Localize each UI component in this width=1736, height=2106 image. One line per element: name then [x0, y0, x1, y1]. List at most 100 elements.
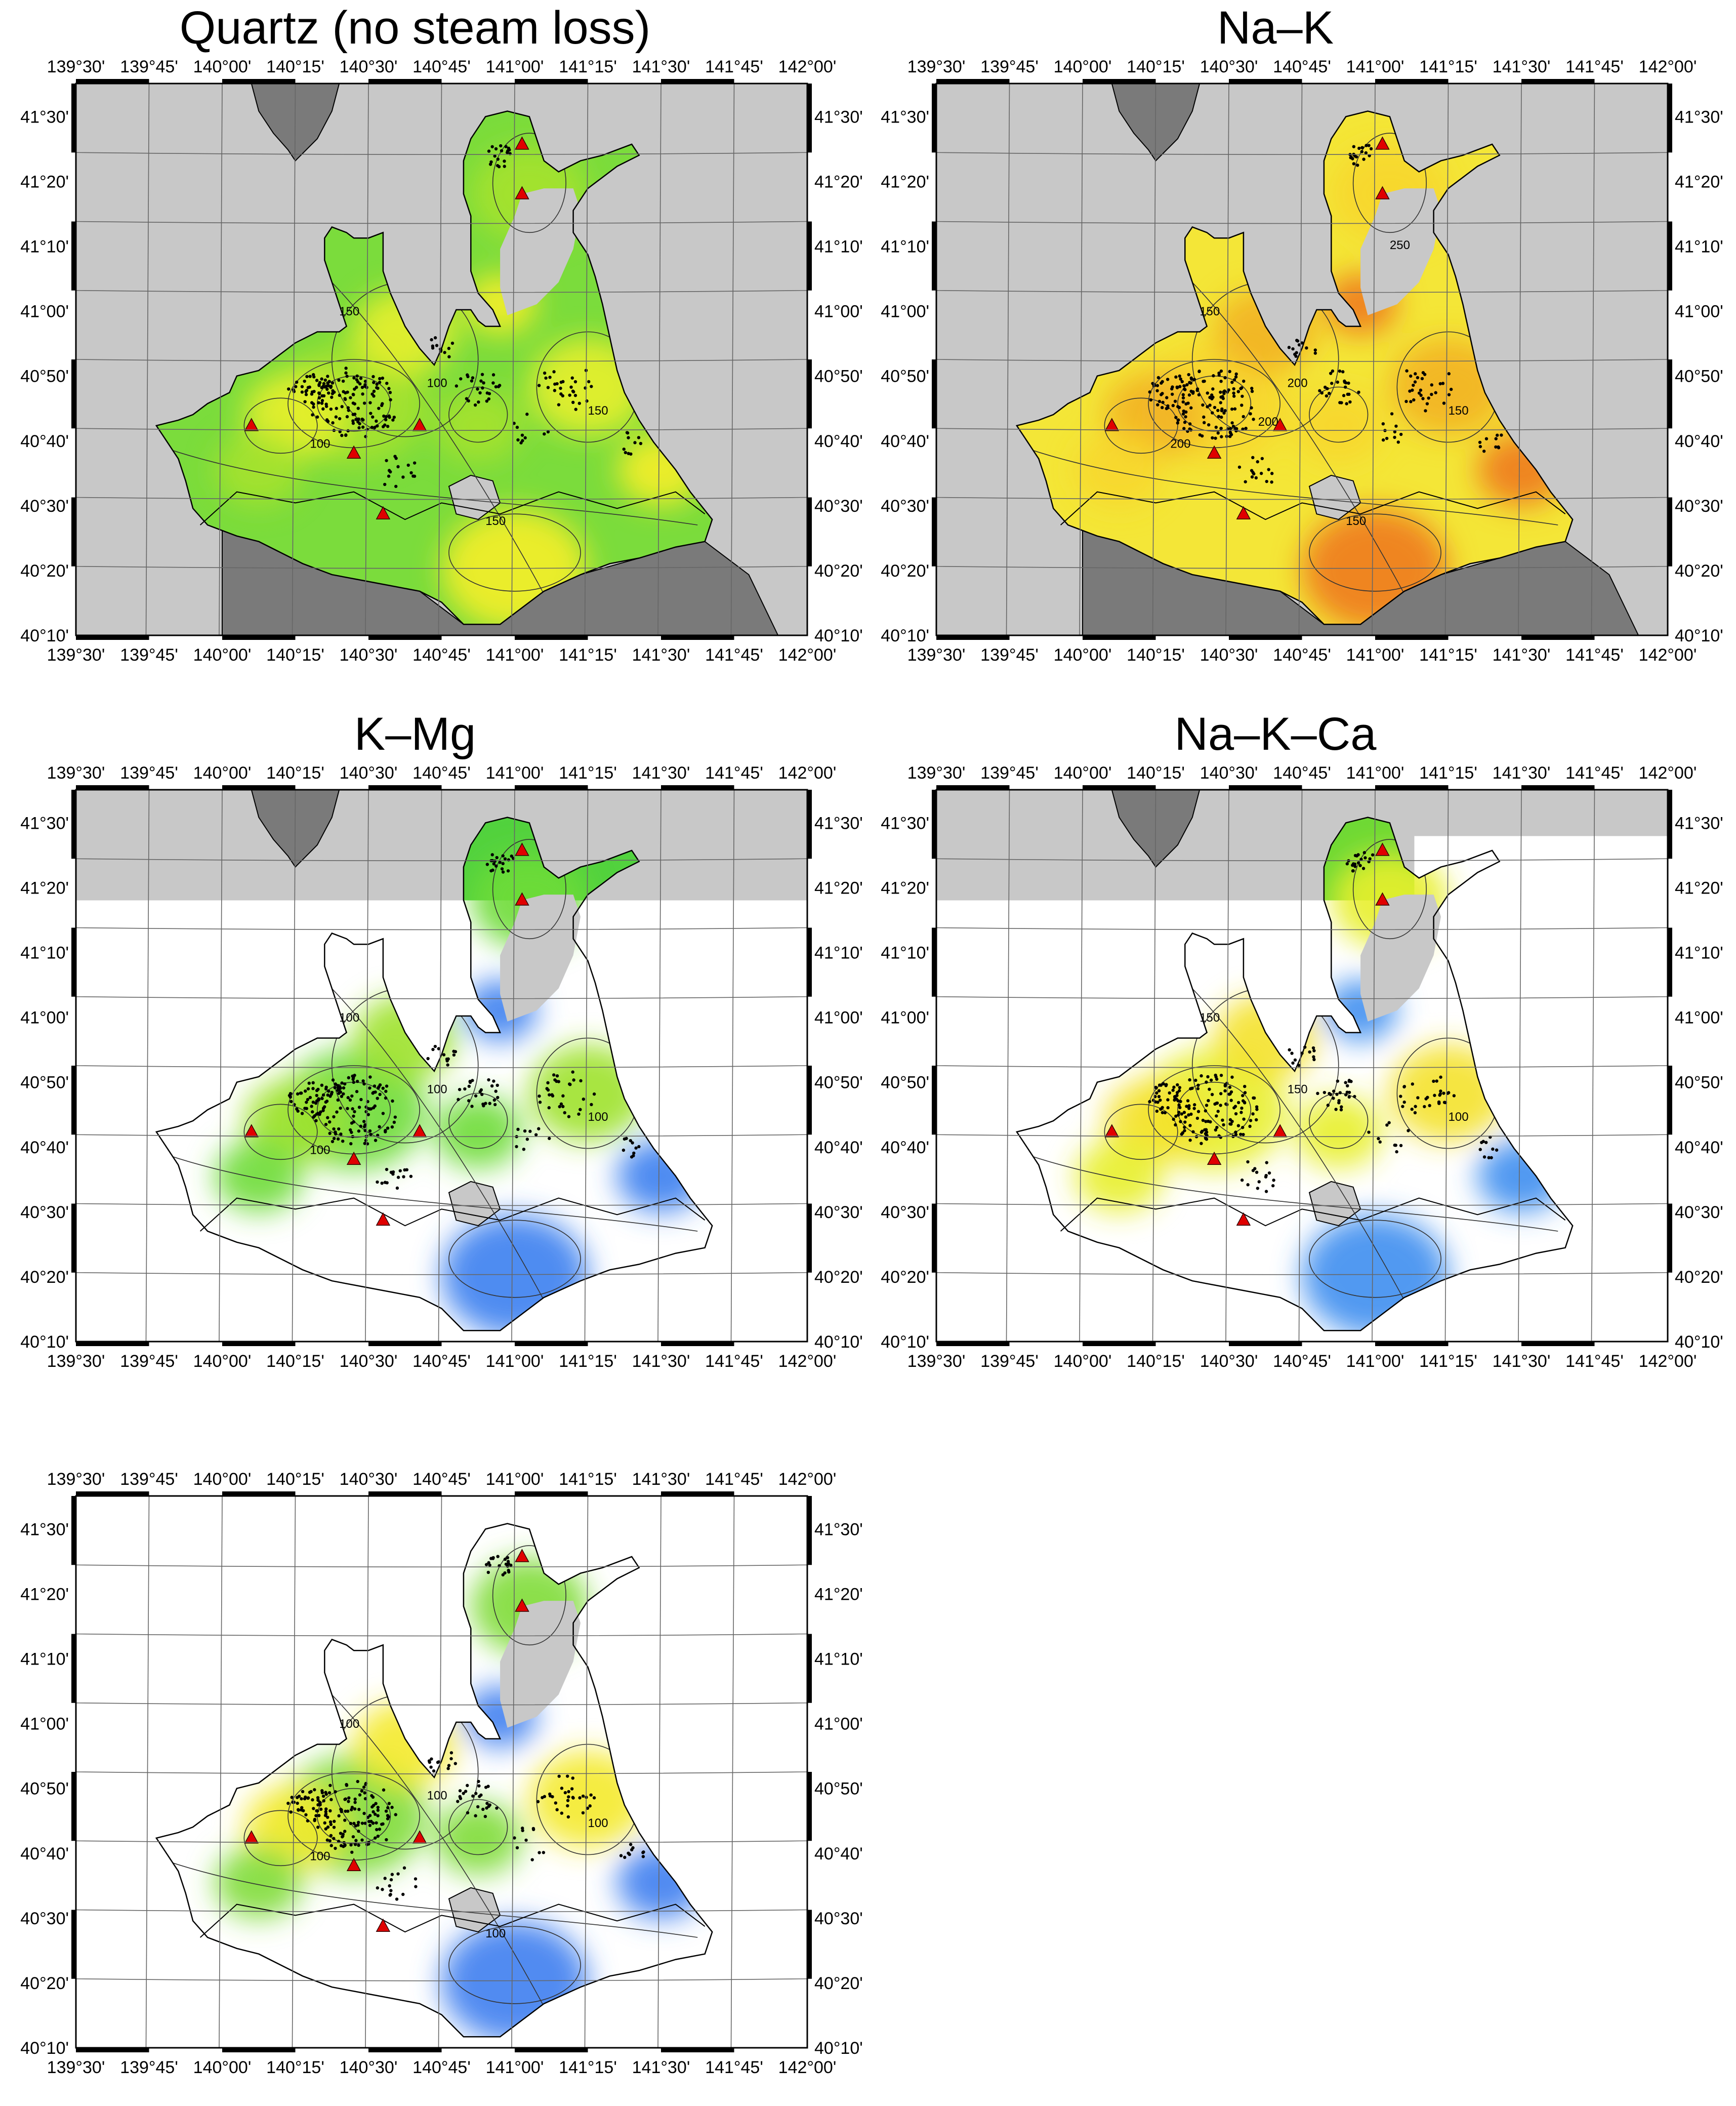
frame-tick-bar	[807, 1496, 812, 1565]
sample-point	[295, 381, 298, 384]
sample-point	[359, 1098, 362, 1101]
sample-point	[1242, 380, 1245, 383]
sample-point	[630, 1155, 633, 1158]
sample-point	[627, 452, 630, 455]
colorbar-tick-label: 0	[1030, 1848, 1182, 1898]
sample-point	[1220, 435, 1223, 438]
sample-point	[1177, 1104, 1180, 1107]
sample-point	[1439, 1092, 1442, 1096]
sample-point	[525, 413, 528, 416]
sample-point	[356, 1780, 359, 1783]
sample-point	[1181, 1131, 1184, 1135]
sample-point	[1312, 1046, 1315, 1049]
longitude-label: 141°00'	[1346, 57, 1404, 76]
sample-point	[445, 1059, 448, 1062]
sample-point	[308, 1081, 311, 1084]
sample-point	[536, 1800, 540, 1803]
sample-point	[1214, 1075, 1217, 1078]
sample-point	[393, 416, 396, 419]
sample-point	[378, 1093, 381, 1096]
sample-point	[1197, 370, 1201, 373]
longitude-label: 141°15'	[559, 1470, 617, 1489]
sample-point	[478, 1795, 481, 1798]
sample-point	[316, 1799, 319, 1802]
sample-point	[567, 1790, 570, 1793]
sample-point	[1206, 391, 1209, 394]
sample-point	[521, 439, 524, 442]
sample-point	[396, 465, 399, 468]
sample-point	[1217, 415, 1220, 418]
sample-point	[388, 1802, 391, 1805]
sample-point	[1312, 1049, 1315, 1052]
sample-point	[311, 413, 314, 416]
sample-point	[1497, 446, 1500, 449]
longitude-label: 141°00'	[1346, 645, 1404, 665]
latitude-label: 40°20'	[1675, 561, 1723, 581]
sample-point	[466, 1784, 469, 1787]
sample-point	[355, 1090, 358, 1093]
sample-point	[1337, 1099, 1340, 1102]
sample-point	[310, 1105, 313, 1108]
sample-point	[360, 418, 363, 421]
sample-point	[1233, 408, 1236, 411]
latitude-label: 40°20'	[814, 1268, 863, 1287]
sample-point	[319, 1808, 322, 1811]
sample-point	[1414, 380, 1417, 383]
longitude-label: 141°30'	[632, 57, 690, 76]
sample-point	[1336, 1079, 1339, 1082]
sample-point	[1178, 385, 1181, 388]
sample-point	[1243, 1101, 1246, 1104]
latitude-label: 40°50'	[20, 1779, 69, 1799]
sample-point	[303, 400, 306, 403]
frame-tick-bar	[71, 1066, 76, 1135]
sample-point	[347, 1076, 350, 1079]
sample-point	[487, 1571, 490, 1574]
frame-tick-bar	[1521, 785, 1595, 790]
sample-point	[368, 1824, 371, 1827]
longitude-label: 140°15'	[1127, 763, 1185, 783]
sample-point	[1407, 1129, 1410, 1132]
frame-tick-bar	[807, 1634, 812, 1703]
frame-tick-bar	[1668, 928, 1672, 997]
sample-point	[1314, 348, 1317, 351]
sample-point	[361, 1079, 364, 1082]
sample-point	[553, 389, 556, 392]
sample-point	[390, 1878, 393, 1881]
sample-point	[326, 381, 329, 384]
sample-point	[297, 1808, 300, 1811]
sample-point	[389, 1889, 392, 1892]
longitude-label: 141°30'	[632, 2058, 690, 2077]
sample-point	[337, 379, 340, 382]
sample-point	[1441, 382, 1444, 385]
sample-point	[352, 393, 355, 396]
frame-tick-bar	[1375, 1342, 1449, 1346]
sample-point	[339, 1832, 342, 1835]
sample-point	[1202, 1119, 1205, 1122]
latitude-label: 41°10'	[814, 237, 863, 257]
sample-point	[340, 1844, 343, 1847]
longitude-label: 140°30'	[340, 763, 398, 783]
latitude-label: 40°40'	[1675, 432, 1723, 451]
sample-point	[494, 1089, 497, 1092]
sample-point	[1361, 146, 1364, 149]
sample-point	[486, 1785, 489, 1788]
sample-point	[342, 1086, 345, 1089]
sample-point	[447, 347, 450, 350]
frame-tick-bar	[661, 2048, 734, 2052]
sample-point	[388, 1884, 391, 1887]
frame-tick-bar	[1668, 359, 1672, 428]
sample-point	[1251, 1112, 1254, 1115]
sample-point	[571, 376, 574, 379]
sample-point	[1246, 1183, 1249, 1186]
sample-point	[353, 1110, 356, 1113]
sample-point	[382, 415, 385, 418]
sample-point	[510, 855, 513, 858]
sample-point	[1200, 1074, 1203, 1077]
sample-point	[286, 1802, 290, 1805]
sample-point	[1258, 1180, 1261, 1183]
latitude-label: 40°20'	[814, 1974, 863, 1993]
sample-point	[431, 346, 434, 349]
map-figure: 100100100100100139°30'139°30'139°45'139°…	[10, 1412, 820, 2091]
sample-point	[380, 1822, 383, 1826]
sample-point	[375, 1828, 378, 1831]
